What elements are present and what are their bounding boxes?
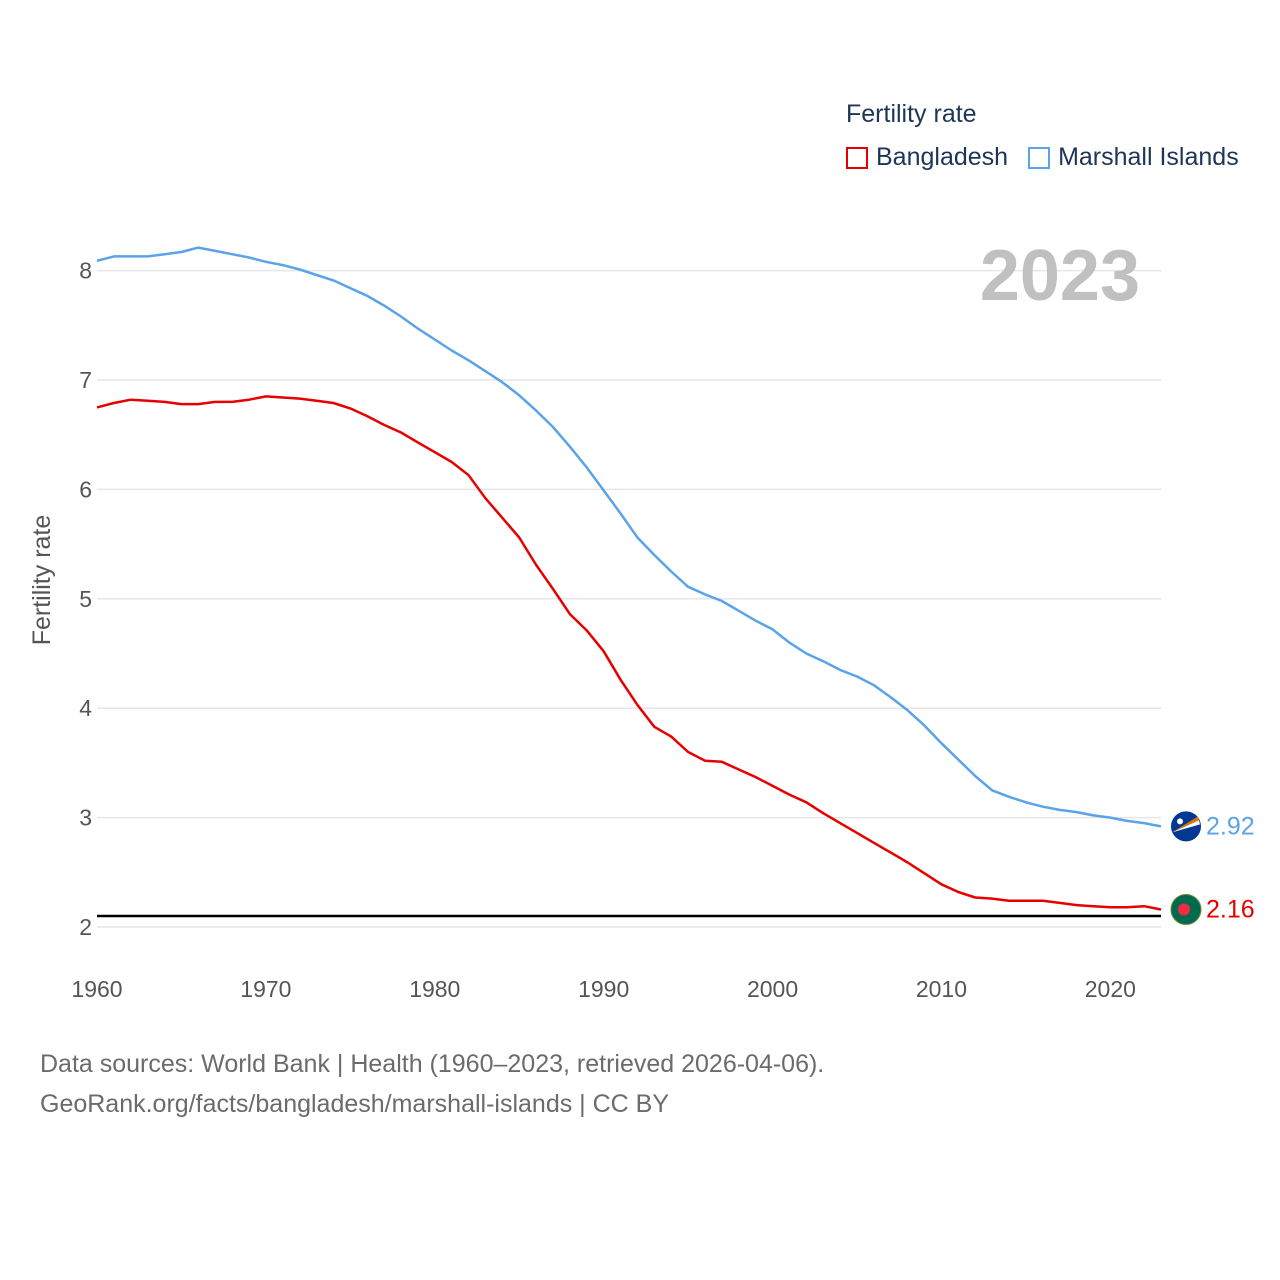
gridlines: [97, 269, 1161, 928]
y-tick-label-2: 2: [79, 914, 92, 940]
flag-marker-marshall-islands: [1171, 811, 1201, 842]
marshall-islands-flag-ray-white: [1172, 820, 1200, 833]
x-tick-label-1990: 1990: [578, 976, 629, 1002]
legend-item-bangladesh[interactable]: Bangladesh: [846, 143, 1008, 172]
end-value-label-marshall-islands: 2.92: [1206, 812, 1255, 840]
end-markers: 2.16 2.92: [1170, 811, 1255, 925]
x-tick-label-2010: 2010: [916, 976, 967, 1002]
y-axis-title: Fertility rate: [28, 515, 56, 646]
series-line-bangladesh[interactable]: [96, 395, 1162, 911]
x-tick-label-2000: 2000: [747, 976, 798, 1002]
footer-attribution[interactable]: GeoRank.org/facts/bangladesh/marshall-is…: [40, 1090, 670, 1118]
legend-swatch-marshall-islands: [1028, 146, 1051, 169]
legend-item-marshall-islands[interactable]: Marshall Islands: [1028, 143, 1239, 172]
footer: Data sources: World Bank | Health (1960–…: [40, 1044, 824, 1124]
x-tick-label-1960: 1960: [71, 976, 122, 1002]
legend-title: Fertility rate: [846, 100, 977, 128]
bangladesh-flag-disc: [1178, 903, 1190, 916]
y-tick-label-7: 7: [79, 367, 92, 393]
legend: Bangladesh Marshall Islands: [846, 143, 1259, 172]
legend-label-bangladesh: Bangladesh: [876, 143, 1009, 171]
footer-sources: Data sources: World Bank | Health (1960–…: [40, 1050, 825, 1078]
y-tick-label-5: 5: [79, 586, 92, 612]
end-value-label-bangladesh: 2.16: [1206, 895, 1255, 923]
legend-swatch-bangladesh: [846, 146, 868, 169]
y-tick-label-6: 6: [79, 476, 92, 502]
marshall-islands-flag-ray-orange: [1172, 816, 1199, 833]
y-tick-label-3: 3: [79, 805, 92, 831]
x-tick-label-1970: 1970: [240, 976, 291, 1002]
legend-label-marshall-islands: Marshall Islands: [1058, 143, 1239, 171]
x-tick-label-1980: 1980: [409, 976, 460, 1002]
series-lines[interactable]: [96, 246, 1162, 911]
y-tick-label-8: 8: [79, 258, 92, 284]
y-axis-ticks: 2 3 4 5 6 7 8: [79, 258, 92, 940]
x-axis-ticks: 1960 1970 1980 1990 2000 2010 2020: [71, 976, 1136, 1002]
x-tick-label-2020: 2020: [1085, 976, 1136, 1002]
year-label: 2023: [980, 236, 1140, 316]
y-tick-label-4: 4: [79, 695, 92, 721]
marshall-islands-flag-star: [1177, 818, 1183, 825]
series-line-marshall-islands[interactable]: [96, 246, 1162, 828]
flag-marker-bangladesh: [1170, 893, 1202, 925]
